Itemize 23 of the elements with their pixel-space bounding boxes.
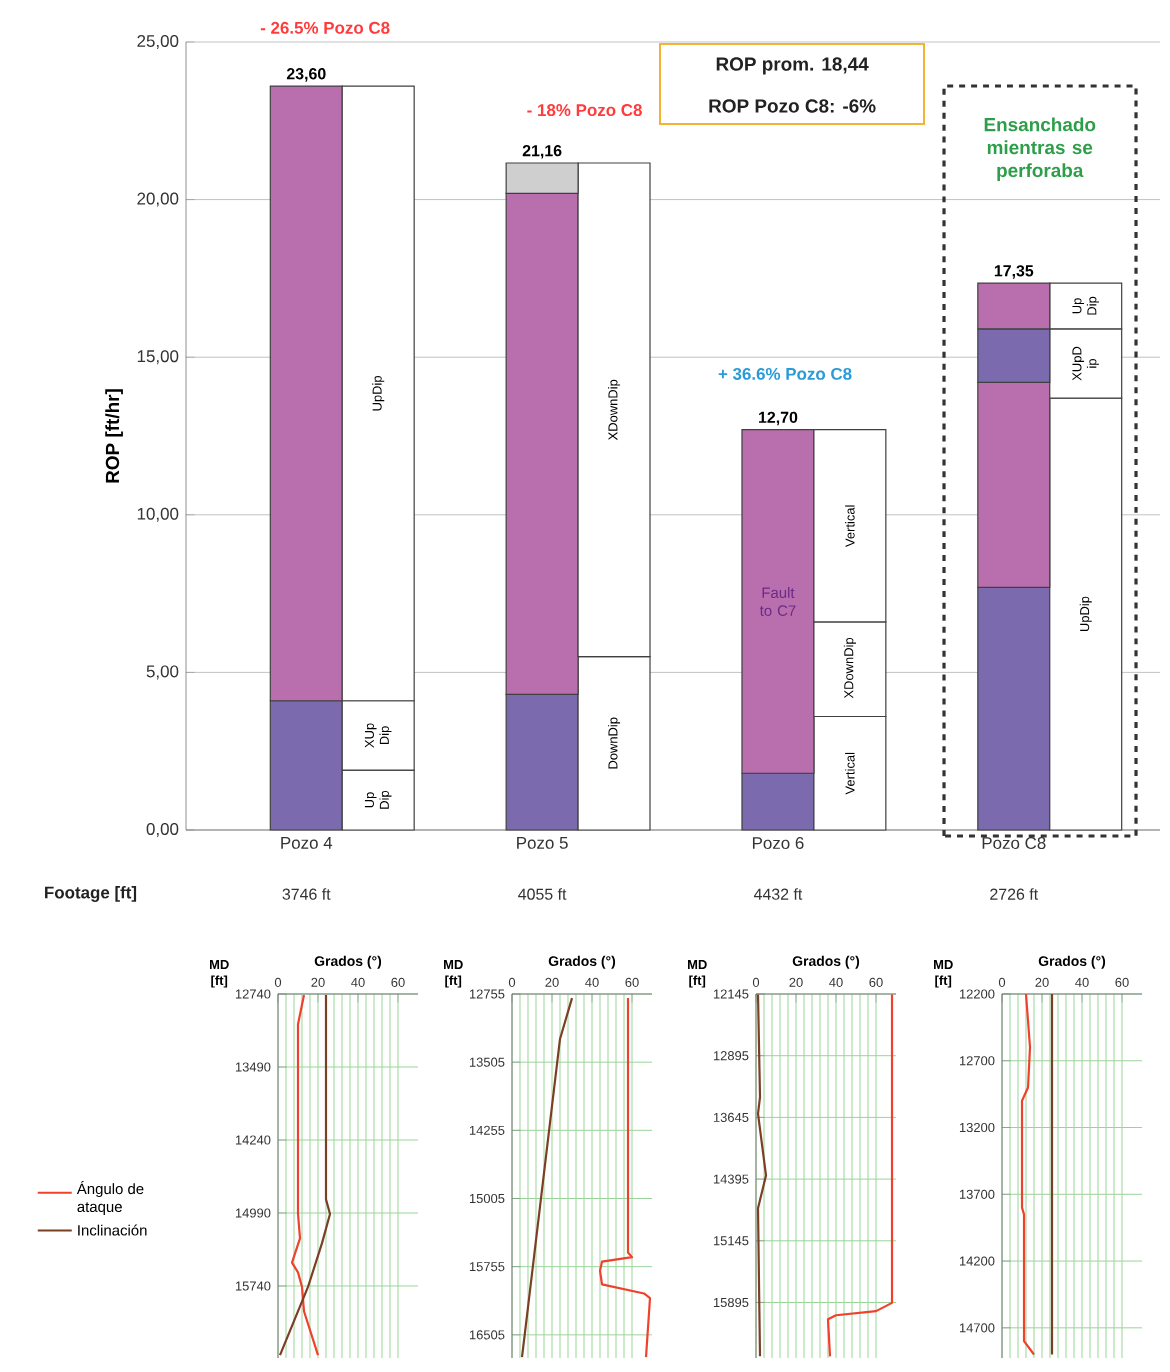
y-tick-label: 5,00 xyxy=(146,665,179,680)
annotation: ROP prom. 18,44 xyxy=(716,57,869,75)
text: Footage [ft] xyxy=(45,886,137,902)
line-series xyxy=(520,996,574,1359)
text: - 26.5% Pozo C8 xyxy=(260,21,390,34)
annotation: Ensanchado mientras se perforaba xyxy=(984,117,1096,181)
y-tick-label: 20,00 xyxy=(137,192,179,207)
y-tick-label: 15,00 xyxy=(137,350,179,365)
annotation: - 18% Pozo C8 xyxy=(527,104,642,117)
x-tick-label: Pozo 5 xyxy=(517,837,568,849)
annotation: + 36.6% Pozo C8 xyxy=(718,367,852,380)
annotation: ROP Pozo C8: -6% xyxy=(709,99,876,113)
y-tick-label: 25,00 xyxy=(137,35,179,49)
y-tick-label: 0,00 xyxy=(146,823,179,837)
line-series xyxy=(290,993,320,1357)
x-tick-label: Pozo 6 xyxy=(752,837,804,850)
line-series xyxy=(598,996,652,1359)
y-axis-title: ROP [ft/hr] xyxy=(105,389,123,483)
line-series xyxy=(826,993,894,1358)
x-tick-label: Pozo 4 xyxy=(281,837,333,849)
y-tick-label: 10,00 xyxy=(137,507,179,522)
line-series xyxy=(1020,992,1036,1356)
x-tick-label: Pozo C8 xyxy=(982,837,1046,850)
